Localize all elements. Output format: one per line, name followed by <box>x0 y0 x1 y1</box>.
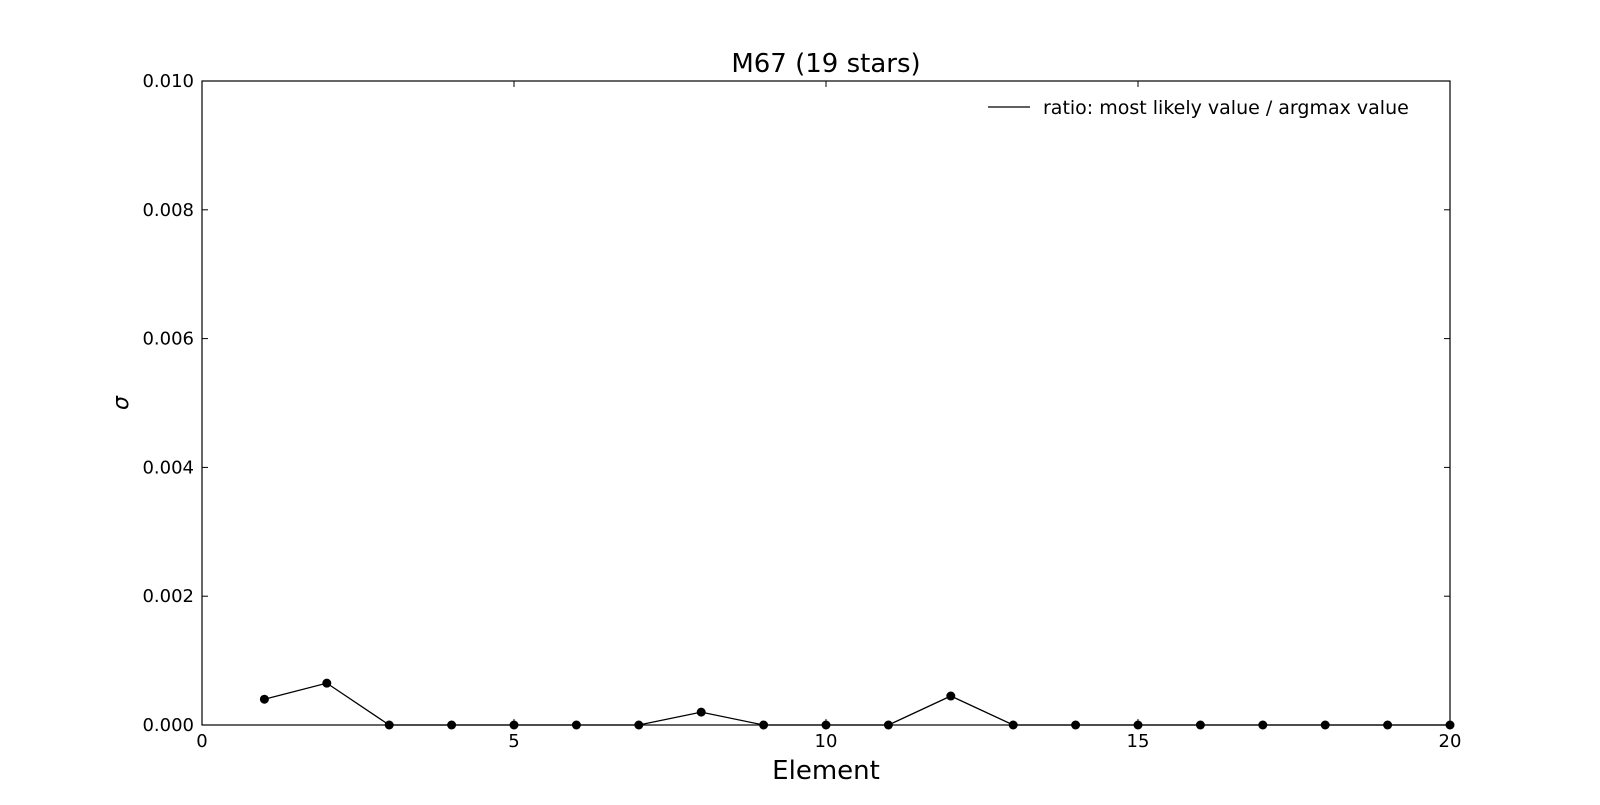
y-tick-label: 0.000 <box>142 715 194 736</box>
legend: ratio: most likely value / argmax value <box>988 97 1409 119</box>
data-point <box>322 678 332 688</box>
data-point <box>259 694 269 704</box>
x-axis-label: Element <box>772 756 880 786</box>
data-point <box>946 691 956 701</box>
y-tick-label: 0.002 <box>142 586 194 607</box>
x-tick-label: 15 <box>1127 731 1150 752</box>
y-tick-label: 0.006 <box>142 329 194 350</box>
x-tick-label: 10 <box>815 731 838 752</box>
series-line <box>264 682 1450 726</box>
plot-frame <box>201 80 1451 726</box>
chart-title: M67 (19 stars) <box>731 49 920 79</box>
x-tick-label: 20 <box>1439 731 1462 752</box>
axes-layer: 0 5 10 15 20 0.000 0.002 0.004 0.006 0.008 0.010 <box>142 71 1461 752</box>
data-point <box>696 707 706 717</box>
plot-area: 0 5 10 15 20 0.000 0.002 0.004 0.006 0.008 0.010 <box>142 71 1461 752</box>
y-tick-label: 0.008 <box>142 200 194 221</box>
data-layer <box>259 678 1455 730</box>
x-tick-label: 5 <box>508 731 519 752</box>
y-axis-label: σ <box>109 395 134 410</box>
legend-entry-label: ratio: most likely value / argmax value <box>1043 97 1409 119</box>
y-tick-label: 0.004 <box>142 457 194 478</box>
y-tick-label: 0.010 <box>142 71 194 92</box>
x-tick-label: 0 <box>196 731 207 752</box>
